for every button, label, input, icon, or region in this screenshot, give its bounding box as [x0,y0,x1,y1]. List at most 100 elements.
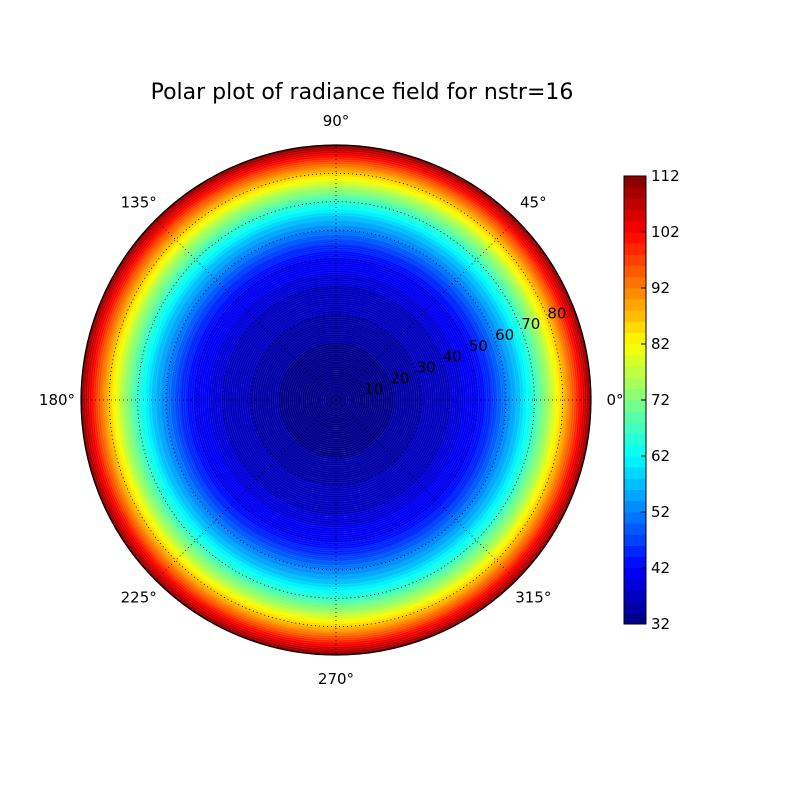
radial-gridline [222,286,450,514]
colorbar-segment [624,209,646,222]
contour-line [152,216,520,584]
contour-line [246,310,426,490]
contour-line [169,233,503,567]
contour-line [316,380,356,420]
contour-line [242,306,430,494]
contour-line [257,321,415,479]
contour-line [210,274,462,526]
contour-line [297,361,375,439]
radial-tick-label: 60 [495,326,514,344]
colorbar-segment [624,321,646,334]
contour-line [333,397,339,403]
contour-line [84,148,588,652]
contour-line [104,168,568,632]
radial-tick-label: 20 [390,369,409,387]
contour-line [125,189,547,611]
radial-tick-label: 40 [443,348,462,366]
radial-gridline [193,257,479,543]
angular-tick-labels: 0° 45° 90° 135° 180° 225° 270° 315° [39,112,624,688]
colorbar-segment [624,601,646,614]
colorbar-segment [624,411,646,423]
colorbar-segment [624,176,646,188]
contour-line [235,299,437,501]
contour-line [174,238,498,562]
angle-tick-label: 135° [121,194,157,212]
contour-line [269,333,403,467]
angular-gridline [335,399,517,581]
colorbar-segment [624,467,646,479]
colorbar-segment [624,579,646,591]
contour-line [288,352,384,448]
polar-grid [80,144,592,656]
contour-line [101,165,571,635]
colorbar-segment [624,254,646,266]
contour-line [99,163,573,637]
contour-line [167,231,505,569]
contour-line [265,329,407,471]
colorbar-segment [624,187,646,199]
angle-tick-label: 315° [515,588,551,606]
contour-line [184,248,488,552]
colorbar-segment [624,276,646,289]
angular-gridline [335,219,517,401]
colorbar-segment [624,534,646,546]
colorbar-segment [624,456,646,468]
colorbar-segment [624,332,646,345]
contour-line [216,280,456,520]
colorbar-segment [624,568,646,580]
colorbar-segment [624,444,646,457]
contour-line [176,240,496,560]
contour-line [248,312,424,488]
contour-line [157,221,515,579]
contour-line [180,244,492,556]
contour-line [172,236,500,564]
contour-line [320,384,352,416]
contour-line [214,278,458,522]
radial-gridline [137,201,535,599]
angular-gridline [155,399,337,581]
colorbar-segment [624,366,646,378]
contour-line [112,176,560,624]
contour-line [280,344,392,456]
colorbar-segment [624,500,646,513]
colorbar-segment [624,433,646,446]
contour-line [89,153,583,647]
contour-line [110,174,562,626]
contour-line [276,340,396,460]
contour-line [108,172,564,628]
radial-tick-label: 80 [547,304,566,322]
contour-line [138,202,534,598]
contour-line [252,316,420,484]
colorbar-segment [624,344,646,356]
colorbar-tick-label: 82 [651,335,670,353]
radial-gridline [108,172,564,628]
contour-line [261,325,411,475]
colorbar-segment [624,556,646,569]
contour-line [106,170,566,630]
colorbar-segment [624,198,646,210]
radial-tick-label: 50 [469,337,488,355]
contour-line [312,376,360,424]
colorbar-segment [624,523,646,535]
contour-line [142,206,530,594]
contour-line [310,374,362,426]
colorbar-segment [624,265,646,278]
chart-title: Polar plot of radiance field for nstr=16 [151,80,574,105]
angle-tick-label: 180° [39,391,75,409]
contour-line [282,346,390,454]
colorbar-tick-label: 32 [651,615,670,633]
contour-line [93,157,579,643]
contour-line [325,389,347,411]
contour-line [293,357,379,443]
radial-tick-labels: 10 20 30 40 50 60 70 80 [364,304,566,398]
colorbar-segment [624,310,646,322]
colorbar-segment [624,377,646,390]
colorbar-segment [624,243,646,255]
contour-line [133,197,539,603]
angular-gridline [155,219,337,401]
colorbar-segment [624,612,646,625]
colorbar-segment [624,545,646,558]
contour-line [271,335,401,465]
contour-line [229,293,443,507]
